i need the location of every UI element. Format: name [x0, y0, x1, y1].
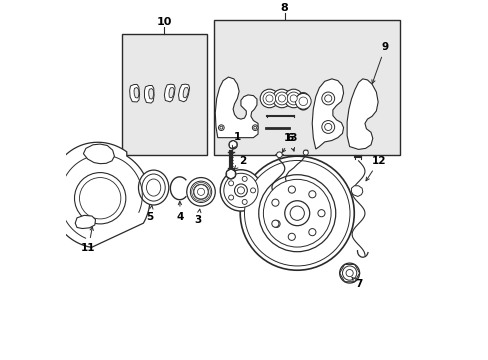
Circle shape	[295, 94, 310, 109]
Circle shape	[80, 177, 121, 219]
Text: 4: 4	[176, 201, 183, 222]
Circle shape	[278, 95, 285, 102]
Polygon shape	[168, 87, 174, 98]
Circle shape	[258, 175, 335, 252]
Ellipse shape	[138, 170, 168, 205]
Circle shape	[339, 263, 359, 283]
Polygon shape	[351, 186, 362, 197]
Circle shape	[271, 220, 278, 227]
Circle shape	[275, 92, 288, 105]
Polygon shape	[83, 144, 114, 164]
Polygon shape	[311, 79, 343, 149]
Circle shape	[288, 186, 295, 193]
Circle shape	[186, 177, 215, 206]
Bar	[122, 34, 206, 156]
Circle shape	[286, 92, 300, 105]
Text: 5: 5	[146, 206, 153, 222]
Polygon shape	[346, 79, 377, 149]
Circle shape	[242, 199, 246, 204]
Polygon shape	[49, 142, 150, 247]
Circle shape	[317, 210, 325, 217]
Circle shape	[228, 181, 233, 186]
Circle shape	[240, 156, 353, 270]
Circle shape	[194, 185, 208, 199]
Circle shape	[308, 229, 315, 236]
Polygon shape	[134, 87, 139, 98]
Text: 2: 2	[234, 156, 246, 169]
Ellipse shape	[142, 174, 165, 201]
Ellipse shape	[146, 179, 161, 196]
Polygon shape	[178, 84, 189, 102]
Circle shape	[299, 97, 307, 105]
Circle shape	[197, 188, 204, 195]
Circle shape	[324, 123, 331, 131]
Circle shape	[220, 126, 223, 129]
Circle shape	[342, 266, 356, 280]
Circle shape	[284, 89, 303, 108]
Circle shape	[237, 187, 244, 194]
Circle shape	[324, 95, 331, 102]
Circle shape	[250, 188, 255, 193]
Circle shape	[224, 173, 258, 207]
Text: 10: 10	[156, 17, 172, 27]
Circle shape	[244, 161, 349, 266]
Circle shape	[303, 150, 307, 155]
Circle shape	[228, 195, 233, 200]
Circle shape	[263, 92, 275, 105]
Bar	[214, 20, 399, 156]
Polygon shape	[75, 215, 95, 229]
Text: 7: 7	[351, 277, 362, 289]
Circle shape	[289, 95, 297, 102]
Text: 3: 3	[194, 209, 202, 225]
Text: 13: 13	[282, 133, 298, 152]
Polygon shape	[148, 89, 153, 99]
Text: 11: 11	[81, 227, 96, 253]
Text: 6: 6	[286, 133, 294, 151]
Text: 9: 9	[371, 42, 388, 84]
Circle shape	[228, 140, 237, 149]
Circle shape	[263, 179, 330, 247]
Circle shape	[253, 126, 256, 129]
Circle shape	[234, 184, 247, 197]
Polygon shape	[144, 85, 154, 103]
Circle shape	[284, 201, 309, 226]
Circle shape	[287, 233, 295, 240]
Circle shape	[260, 89, 278, 108]
Circle shape	[321, 121, 334, 133]
Circle shape	[346, 270, 352, 276]
Circle shape	[225, 169, 236, 179]
Polygon shape	[129, 84, 139, 102]
Circle shape	[271, 199, 279, 206]
Circle shape	[190, 181, 211, 203]
Circle shape	[242, 176, 246, 181]
Circle shape	[308, 191, 315, 198]
Text: 1: 1	[232, 132, 241, 149]
Circle shape	[252, 125, 258, 131]
Circle shape	[220, 170, 261, 211]
Circle shape	[218, 125, 224, 131]
Polygon shape	[164, 84, 175, 102]
Circle shape	[272, 89, 290, 108]
Circle shape	[265, 95, 272, 102]
Circle shape	[276, 152, 282, 158]
Polygon shape	[183, 87, 188, 98]
Circle shape	[74, 172, 125, 224]
Circle shape	[289, 206, 304, 220]
Text: 8: 8	[280, 3, 288, 13]
Circle shape	[321, 92, 334, 105]
Circle shape	[272, 220, 280, 228]
Text: 12: 12	[366, 156, 386, 181]
Polygon shape	[215, 77, 258, 138]
